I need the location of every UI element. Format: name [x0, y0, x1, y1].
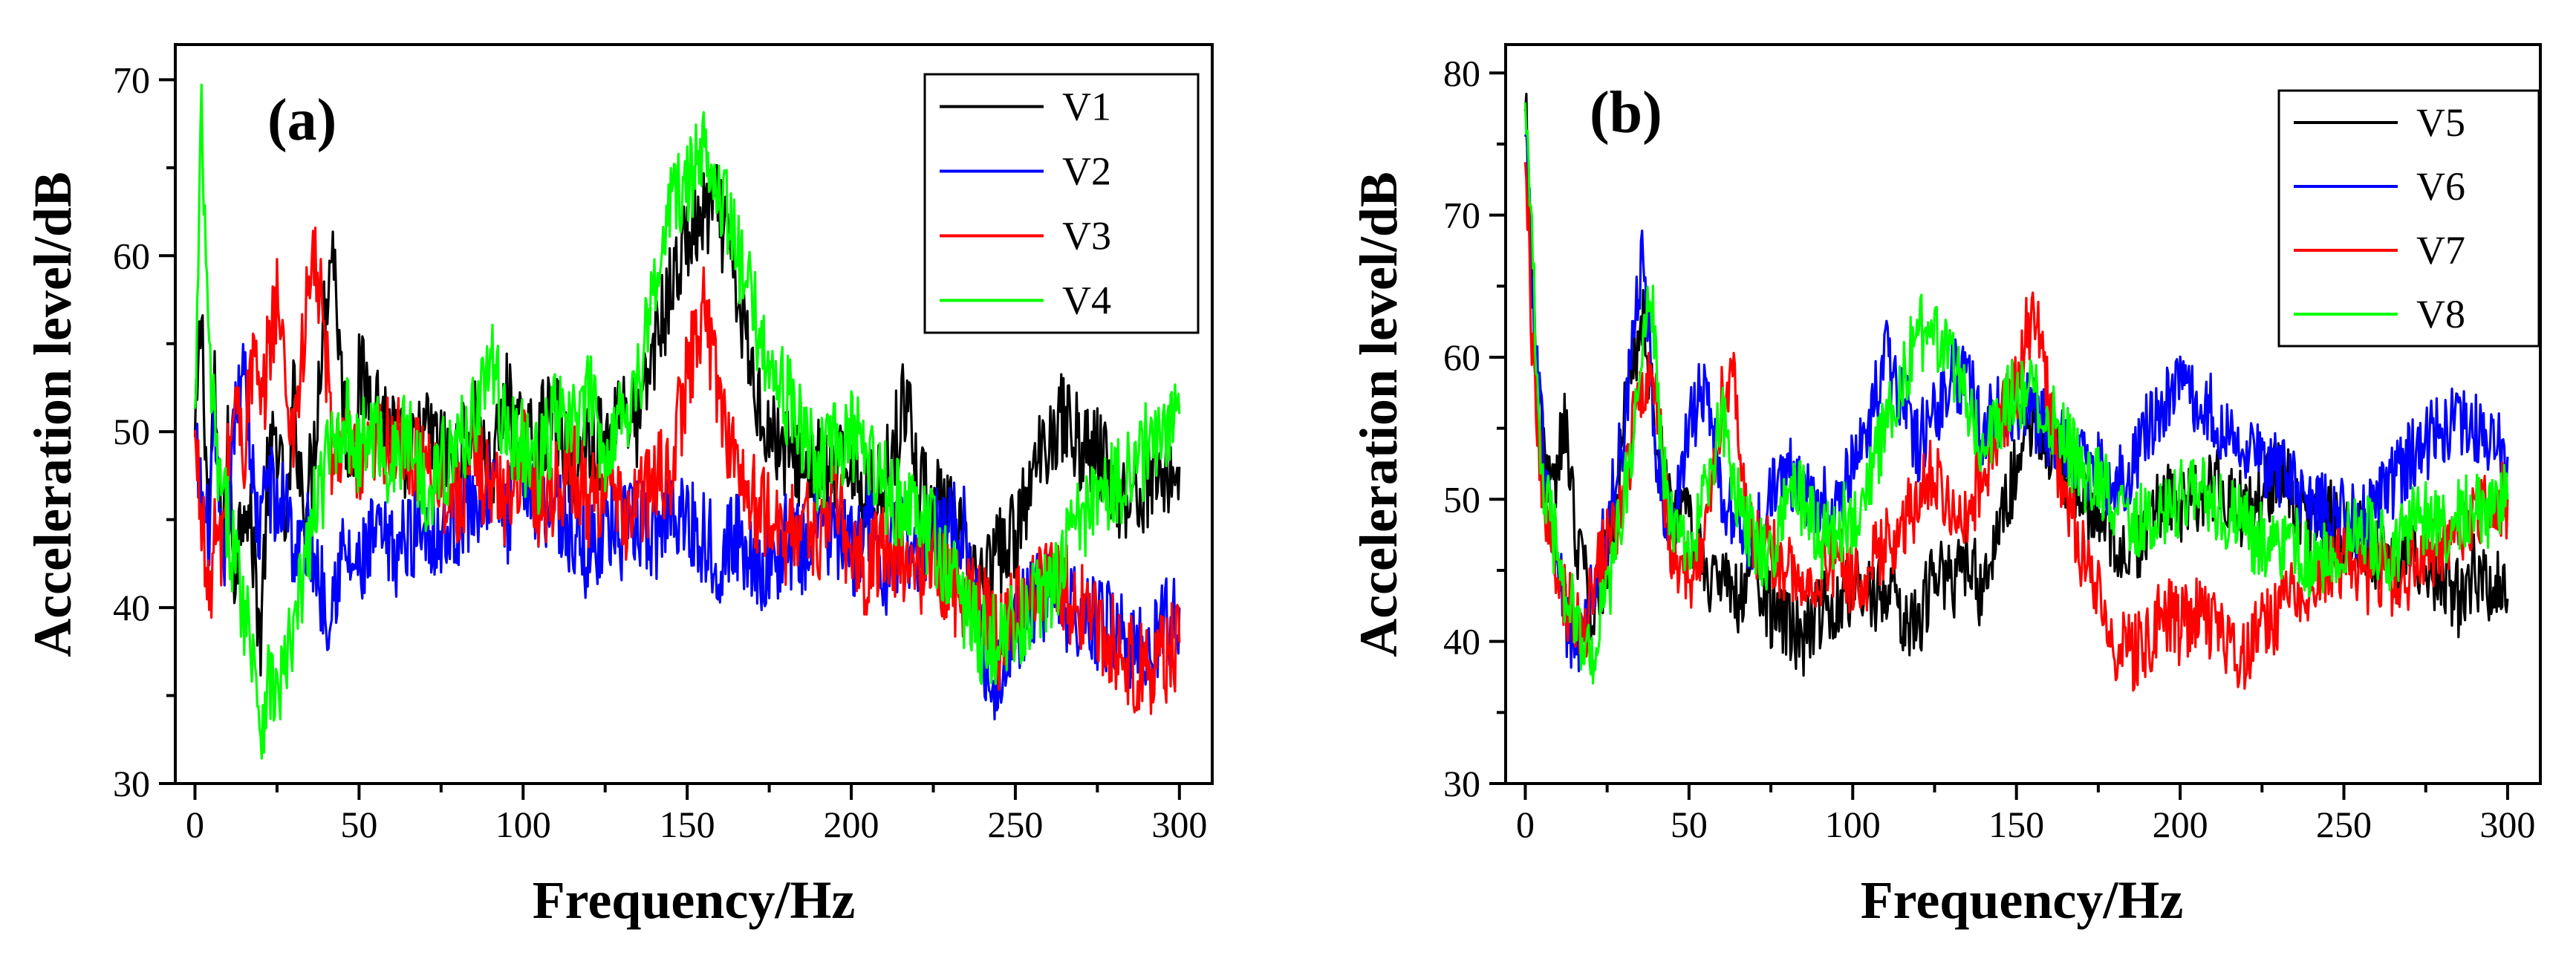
panel-label: (a)	[267, 88, 336, 153]
legend-label: V6	[2416, 164, 2465, 209]
x-axis-title: Frequency/Hz	[1861, 870, 2184, 930]
chart-panel-a: (a) Frequency/Hz Acceleration level/dB 0…	[23, 43, 1214, 930]
legend-label: V4	[1062, 279, 1111, 323]
y-tick-label: 60	[113, 235, 150, 276]
y-axis-title: Acceleration level/dB	[1349, 172, 1408, 657]
series-group	[193, 83, 1181, 760]
x-tick-label: 150	[660, 804, 715, 845]
y-tick-label: 50	[1443, 478, 1480, 520]
legend-label: V1	[1062, 85, 1111, 129]
plot-frame	[174, 43, 1214, 785]
x-tick-label: 50	[340, 804, 377, 845]
legend-label: V3	[1062, 214, 1111, 258]
x-tick-label: 0	[186, 804, 204, 845]
y-tick-label: 30	[113, 763, 150, 804]
y-tick-label: 70	[1443, 195, 1480, 236]
legend: V1 V2 V3 V4	[923, 73, 1200, 334]
legend-box	[2277, 89, 2540, 348]
x-tick-label: 100	[495, 804, 551, 845]
y-tick-label: 30	[1443, 763, 1480, 804]
x-tick-label: 200	[824, 804, 879, 845]
x-tick-label: 300	[2479, 804, 2535, 845]
y-tick-label: 60	[1443, 336, 1480, 378]
legend: V5 V6 V7 V8	[2277, 89, 2540, 348]
plot-frame	[1504, 43, 2542, 785]
x-tick-label: 100	[1825, 804, 1881, 845]
y-axis-title: Acceleration level/dB	[23, 172, 82, 657]
x-axis-title: Frequency/Hz	[533, 870, 856, 930]
panel-label: (b)	[1590, 80, 1662, 146]
chart-panel-b: (b) Frequency/Hz Acceleration level/dB 0…	[1349, 43, 2542, 930]
y-tick-label: 40	[113, 587, 150, 628]
x-tick-label: 50	[1671, 804, 1708, 845]
series-line-v4	[193, 83, 1181, 760]
x-tick-label: 300	[1151, 804, 1207, 845]
legend-label: V8	[2416, 292, 2465, 336]
series-group	[1523, 92, 2509, 692]
series-line-v8	[1523, 102, 2509, 685]
x-tick-label: 250	[987, 804, 1043, 845]
legend-label: V5	[2416, 100, 2465, 145]
x-tick-label: 250	[2316, 804, 2372, 845]
x-tick-label: 200	[2153, 804, 2208, 845]
x-tick-label: 0	[1516, 804, 1535, 845]
y-tick-label: 40	[1443, 621, 1480, 662]
legend-box	[923, 73, 1200, 334]
legend-label: V7	[2416, 228, 2465, 273]
x-tick-label: 150	[1988, 804, 2044, 845]
y-tick-label: 80	[1443, 52, 1480, 94]
legend-label: V2	[1062, 149, 1111, 194]
y-tick-label: 70	[113, 59, 150, 100]
y-tick-label: 50	[113, 411, 150, 452]
